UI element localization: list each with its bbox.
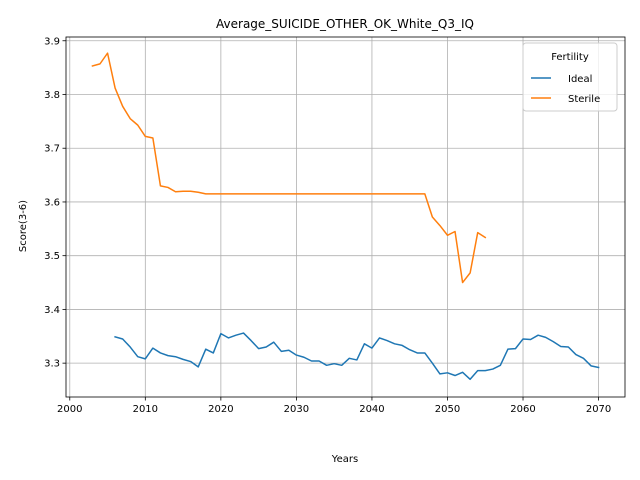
legend-label-ideal: Ideal — [568, 74, 592, 85]
x-tick-label: 2020 — [208, 404, 233, 415]
x-tick-label: 2070 — [586, 404, 611, 415]
legend-box — [522, 42, 618, 112]
x-tick-label: 2010 — [133, 404, 158, 415]
series-line-ideal — [114, 332, 600, 381]
y-tick-label: 3.6 — [44, 197, 60, 208]
x-tick-label: 2060 — [510, 404, 535, 415]
legend: Fertility Ideal Sterile — [522, 42, 618, 112]
x-axis: 2000 2010 2020 2030 2040 2050 2060 2070 — [57, 397, 611, 415]
series-line-sterile — [91, 52, 487, 284]
legend-title: Fertility — [551, 52, 589, 63]
y-tick-label: 3.5 — [44, 251, 60, 262]
y-tick-label: 3.4 — [44, 305, 60, 316]
legend-label-sterile: Sterile — [568, 94, 600, 105]
x-tick-label: 2050 — [435, 404, 460, 415]
y-tick-label: 3.7 — [44, 144, 60, 155]
chart-title: Average_SUICIDE_OTHER_OK_White_Q3_IQ — [216, 17, 474, 31]
y-tick-label: 3.9 — [44, 36, 60, 47]
x-axis-label: Years — [331, 454, 358, 465]
series-layer — [91, 52, 600, 381]
y-axis-label: Score(3-6) — [18, 200, 29, 252]
x-tick-label: 2040 — [359, 404, 384, 415]
x-tick-label: 2000 — [57, 404, 82, 415]
y-tick-label: 3.3 — [44, 359, 60, 370]
y-axis: 3.3 3.4 3.5 3.6 3.7 3.8 3.9 — [44, 36, 66, 370]
y-tick-label: 3.8 — [44, 90, 60, 101]
x-tick-label: 2030 — [284, 404, 309, 415]
plot-frame — [65, 36, 626, 398]
